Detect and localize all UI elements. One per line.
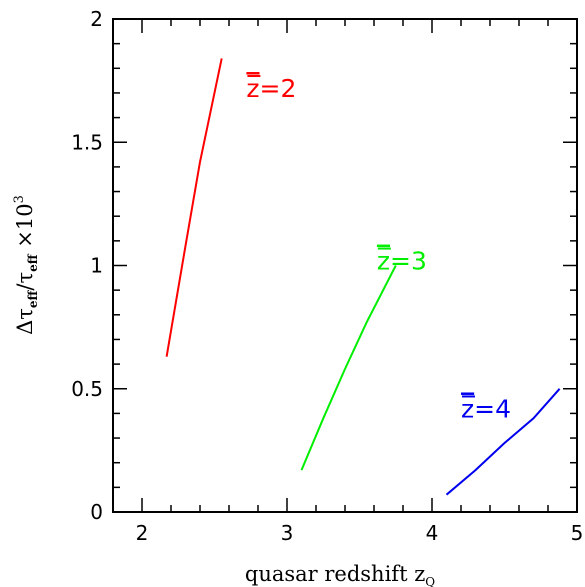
y-tick-label: 1.5 (71, 130, 103, 154)
y-tick-label: 0 (90, 500, 103, 524)
series-line-1 (165, 58, 223, 357)
x-ticks: 2 3 4 5 (112, 19, 584, 545)
x-axis-label-subscript: Q (425, 575, 435, 587)
x-tick-label: 3 (281, 521, 294, 545)
x-tick-label: 4 (426, 521, 439, 545)
series-label-2: z=3 (377, 247, 427, 276)
x-tick-label: 5 (571, 521, 584, 545)
y-ticks: 0 0.5 1 1.5 2 (71, 7, 577, 524)
series-labels: z=2 z=3 z=4 (246, 74, 511, 423)
y-tick-label: 2 (90, 7, 103, 31)
svg-text:Δτeff/τeff ×103: Δτeff/τeff ×103 (12, 195, 40, 335)
y-axis-label: Δτeff/τeff ×103 (12, 195, 40, 335)
series-line-3 (445, 388, 561, 496)
x-axis-label: quasar redshift zQ (245, 562, 435, 587)
x-tick-label: 2 (136, 521, 149, 545)
y-tick-label: 0.5 (71, 377, 103, 401)
series-lines (165, 58, 561, 496)
y-tick-label: 1 (90, 254, 103, 278)
series-line-2 (300, 265, 397, 471)
y-axis-label-delta: Δτ (13, 308, 37, 335)
series-label-1: z=2 (246, 74, 296, 103)
series-label-3: z=4 (461, 394, 511, 423)
